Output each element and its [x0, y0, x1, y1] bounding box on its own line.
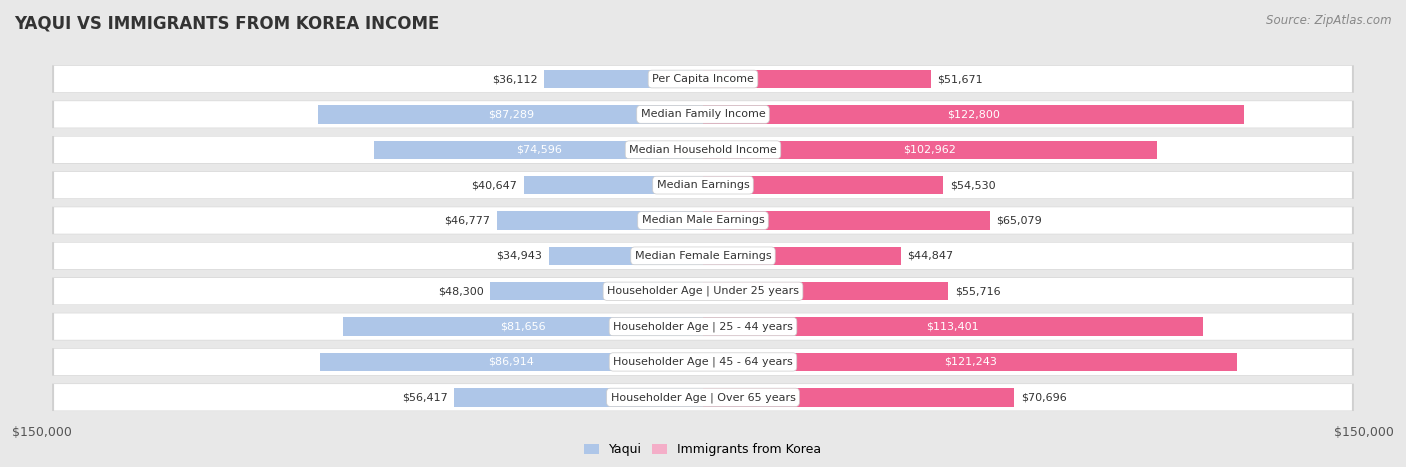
Text: Per Capita Income: Per Capita Income [652, 74, 754, 84]
Bar [703, 176, 943, 194]
Text: $87,289: $87,289 [488, 109, 534, 120]
FancyBboxPatch shape [53, 66, 1353, 92]
Bar [703, 70, 931, 88]
Text: $113,401: $113,401 [927, 322, 979, 332]
Bar [703, 247, 901, 265]
Text: Householder Age | 25 - 44 years: Householder Age | 25 - 44 years [613, 321, 793, 332]
FancyBboxPatch shape [52, 277, 1354, 305]
Text: $121,243: $121,243 [943, 357, 997, 367]
FancyBboxPatch shape [53, 207, 1353, 234]
Legend: Yaqui, Immigrants from Korea: Yaqui, Immigrants from Korea [579, 439, 827, 461]
Text: Median Household Income: Median Household Income [628, 145, 778, 155]
Bar [550, 247, 703, 265]
Bar [524, 176, 703, 194]
FancyBboxPatch shape [52, 313, 1354, 340]
FancyBboxPatch shape [52, 65, 1354, 93]
Bar [703, 211, 990, 230]
Bar [703, 141, 1157, 159]
Text: $122,800: $122,800 [948, 109, 1000, 120]
FancyBboxPatch shape [53, 384, 1353, 410]
FancyBboxPatch shape [52, 136, 1354, 163]
Text: Householder Age | 45 - 64 years: Householder Age | 45 - 64 years [613, 357, 793, 367]
Text: Householder Age | Under 25 years: Householder Age | Under 25 years [607, 286, 799, 297]
Text: $86,914: $86,914 [489, 357, 534, 367]
Text: $55,716: $55,716 [955, 286, 1001, 296]
FancyBboxPatch shape [53, 349, 1353, 375]
Text: Median Family Income: Median Family Income [641, 109, 765, 120]
Text: $51,671: $51,671 [938, 74, 983, 84]
FancyBboxPatch shape [53, 136, 1353, 163]
Text: $44,847: $44,847 [907, 251, 953, 261]
Bar [491, 282, 703, 300]
Text: $70,696: $70,696 [1021, 392, 1067, 402]
FancyBboxPatch shape [53, 172, 1353, 198]
Text: $36,112: $36,112 [492, 74, 537, 84]
Text: YAQUI VS IMMIGRANTS FROM KOREA INCOME: YAQUI VS IMMIGRANTS FROM KOREA INCOME [14, 14, 440, 32]
FancyBboxPatch shape [53, 278, 1353, 304]
Bar [343, 318, 703, 336]
Text: $40,647: $40,647 [471, 180, 517, 190]
Bar [454, 388, 703, 406]
Bar [318, 105, 703, 124]
Bar [321, 353, 703, 371]
Bar [544, 70, 703, 88]
FancyBboxPatch shape [52, 242, 1354, 269]
Text: Median Male Earnings: Median Male Earnings [641, 215, 765, 226]
Text: $81,656: $81,656 [501, 322, 546, 332]
Bar [703, 353, 1237, 371]
Text: Median Female Earnings: Median Female Earnings [634, 251, 772, 261]
Bar [703, 318, 1202, 336]
Text: $102,962: $102,962 [904, 145, 956, 155]
Bar [703, 388, 1015, 406]
Bar [703, 282, 949, 300]
Text: $48,300: $48,300 [437, 286, 484, 296]
Bar [703, 105, 1244, 124]
Text: $46,777: $46,777 [444, 215, 491, 226]
Text: $54,530: $54,530 [950, 180, 995, 190]
Text: $34,943: $34,943 [496, 251, 543, 261]
Bar [496, 211, 703, 230]
FancyBboxPatch shape [52, 383, 1354, 411]
FancyBboxPatch shape [52, 348, 1354, 375]
Text: $56,417: $56,417 [402, 392, 449, 402]
FancyBboxPatch shape [53, 101, 1353, 127]
FancyBboxPatch shape [53, 242, 1353, 269]
Text: $65,079: $65,079 [997, 215, 1042, 226]
Text: Source: ZipAtlas.com: Source: ZipAtlas.com [1267, 14, 1392, 27]
FancyBboxPatch shape [52, 207, 1354, 234]
FancyBboxPatch shape [53, 313, 1353, 340]
FancyBboxPatch shape [52, 101, 1354, 128]
FancyBboxPatch shape [52, 171, 1354, 199]
Text: Householder Age | Over 65 years: Householder Age | Over 65 years [610, 392, 796, 403]
Text: $74,596: $74,596 [516, 145, 561, 155]
Bar [374, 141, 703, 159]
Text: Median Earnings: Median Earnings [657, 180, 749, 190]
